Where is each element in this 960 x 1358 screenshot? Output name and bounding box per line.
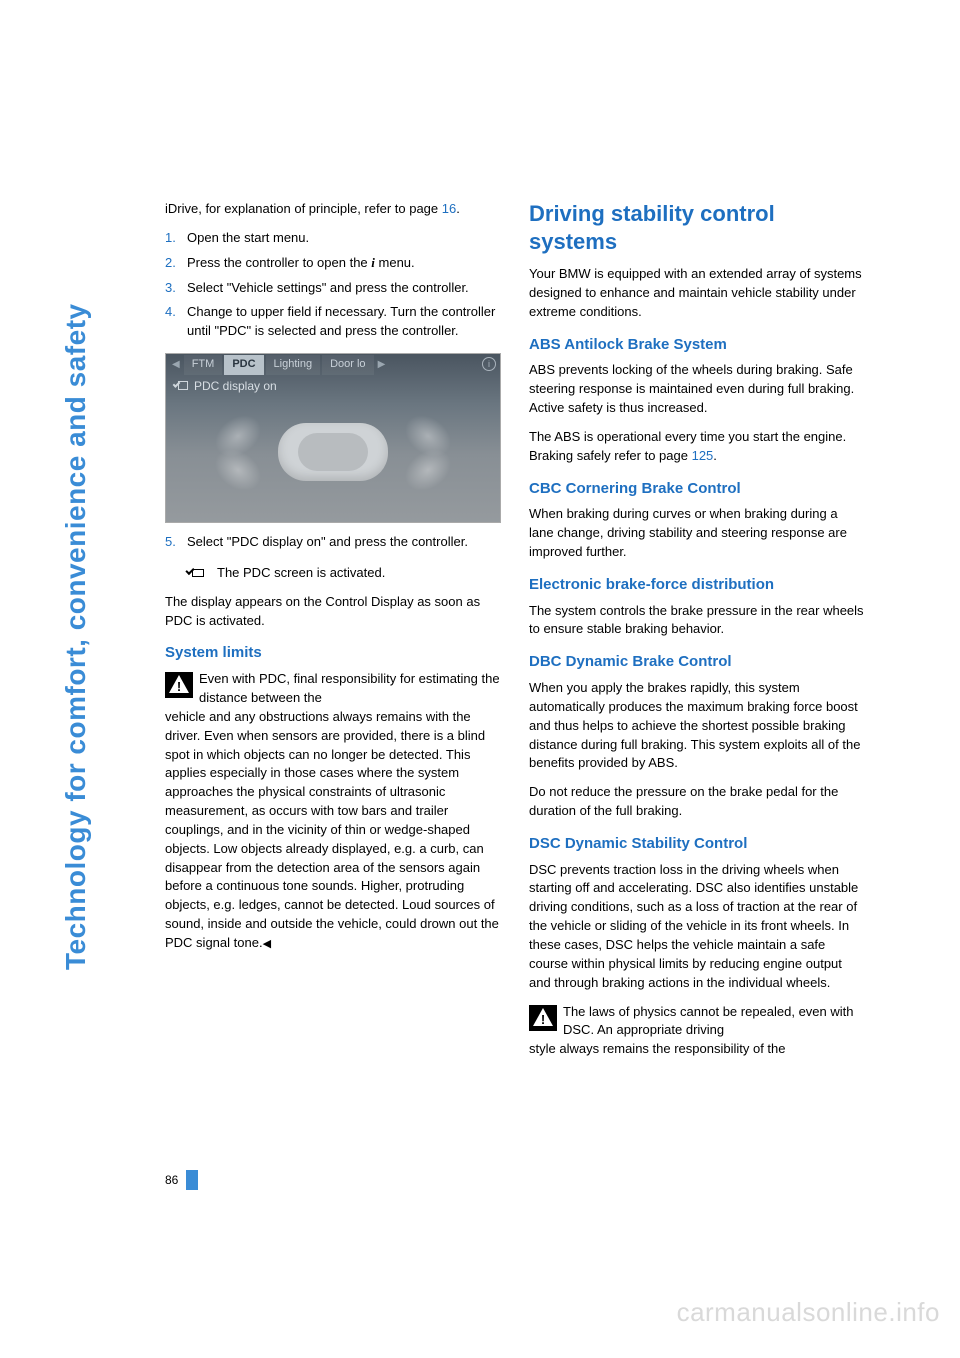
step-2: 2.Press the controller to open the i men… — [165, 254, 501, 273]
check-label: PDC display on — [194, 378, 277, 395]
tab-door: Door lo — [322, 355, 373, 375]
page-number: 86 — [165, 1170, 198, 1190]
page-number-value: 86 — [165, 1173, 178, 1187]
driving-stability-intro: Your BMW is equipped with an extended ar… — [529, 265, 865, 322]
section-vertical-title: Technology for comfort, convenience and … — [60, 303, 92, 970]
page: Technology for comfort, convenience and … — [0, 0, 960, 1358]
system-limits-heading: System limits — [165, 642, 501, 664]
watermark: carmanualsonline.info — [677, 1297, 940, 1328]
pdc-display-icon — [187, 566, 209, 580]
step-1-text: Open the start menu. — [187, 229, 501, 248]
step-5-sub-text: The PDC screen is activated. — [217, 564, 385, 583]
tab-ftm: FTM — [184, 355, 223, 375]
step-1: 1.Open the start menu. — [165, 229, 501, 248]
step-1-num: 1. — [165, 229, 187, 248]
warning-icon — [165, 672, 193, 698]
page-link-125[interactable]: 125 — [692, 448, 714, 463]
pdc-screenshot: ◀ FTM PDC Lighting Door lo ▶ i PDC displ… — [165, 353, 501, 523]
left-column: iDrive, for explanation of principle, re… — [165, 200, 501, 1069]
abs-p2-b: . — [713, 448, 717, 463]
dbc-p1: When you apply the brakes rapidly, this … — [529, 679, 865, 773]
system-limits-warning: Even with PDC, final responsibility for … — [165, 670, 501, 953]
step-5: 5.Select "PDC display on" and press the … — [165, 533, 501, 552]
idrive-intro-a: iDrive, for explanation of principle, re… — [165, 201, 442, 216]
tab-arrow-right-icon: ▶ — [376, 358, 388, 373]
dbc-p2: Do not reduce the pressure on the brake … — [529, 783, 865, 821]
step-3: 3.Select "Vehicle settings" and press th… — [165, 279, 501, 298]
abs-heading: ABS Antilock Brake System — [529, 334, 865, 356]
step-5-sub: The PDC screen is activated. — [187, 564, 501, 583]
tab-lighting: Lighting — [266, 355, 321, 375]
step-4: 4.Change to upper field if necessary. Tu… — [165, 303, 501, 341]
step-2-text: Press the controller to open the i menu. — [187, 254, 501, 273]
ebd-heading: Electronic brake-force distribution — [529, 574, 865, 596]
warn-rest-text: vehicle and any obstructions always rema… — [165, 709, 499, 950]
display-appears-text: The display appears on the Control Displ… — [165, 593, 501, 631]
step-3-num: 3. — [165, 279, 187, 298]
check-icon — [174, 381, 188, 393]
abs-p2: The ABS is operational every time you st… — [529, 428, 865, 466]
screenshot-tabbar: ◀ FTM PDC Lighting Door lo ▶ i — [166, 354, 500, 376]
end-mark-icon: ◀ — [263, 938, 271, 950]
step-5-text: Select "PDC display on" and press the co… — [187, 533, 501, 552]
tab-pdc: PDC — [224, 355, 263, 375]
page-link-16[interactable]: 16 — [442, 201, 456, 216]
page-number-bar-icon — [186, 1170, 198, 1190]
sensor-cone-icon — [397, 440, 459, 498]
step-4-num: 4. — [165, 303, 187, 341]
right-column: Driving stability control systems Your B… — [529, 200, 865, 1069]
step-2-num: 2. — [165, 254, 187, 273]
steps-list-continued: 5.Select "PDC display on" and press the … — [165, 533, 501, 552]
dsc-warn-rest: style always remains the responsibility … — [529, 1041, 786, 1056]
steps-list: 1.Open the start menu. 2.Press the contr… — [165, 229, 501, 341]
step-2-text-a: Press the controller to open the — [187, 255, 371, 270]
dsc-warn-lead: The laws of physics cannot be repealed, … — [563, 1003, 865, 1041]
dsc-warning: The laws of physics cannot be repealed, … — [529, 1003, 865, 1060]
dbc-heading: DBC Dynamic Brake Control — [529, 651, 865, 673]
dsc-p: DSC prevents traction loss in the drivin… — [529, 861, 865, 993]
cbc-heading: CBC Cornering Brake Control — [529, 478, 865, 500]
content-columns: iDrive, for explanation of principle, re… — [165, 200, 865, 1069]
car-top-view-icon — [278, 423, 388, 481]
tab-arrow-left-icon: ◀ — [170, 358, 182, 373]
step-4-text: Change to upper field if necessary. Turn… — [187, 303, 501, 341]
step-5-num: 5. — [165, 533, 187, 552]
dsc-heading: DSC Dynamic Stability Control — [529, 833, 865, 855]
step-2-text-b: menu. — [375, 255, 415, 270]
info-icon: i — [482, 357, 496, 371]
warn-lead-text: Even with PDC, final responsibility for … — [199, 670, 501, 708]
driving-stability-heading: Driving stability control systems — [529, 200, 865, 255]
step-3-text: Select "Vehicle settings" and press the … — [187, 279, 501, 298]
abs-p2-a: The ABS is operational every time you st… — [529, 429, 846, 463]
idrive-intro: iDrive, for explanation of principle, re… — [165, 200, 501, 219]
cbc-p: When braking during curves or when braki… — [529, 505, 865, 562]
abs-p1: ABS prevents locking of the wheels durin… — [529, 361, 865, 418]
idrive-intro-b: . — [456, 201, 460, 216]
ebd-p: The system controls the brake pressure i… — [529, 602, 865, 640]
warning-icon — [529, 1005, 557, 1031]
screenshot-check-row: PDC display on — [174, 378, 277, 395]
